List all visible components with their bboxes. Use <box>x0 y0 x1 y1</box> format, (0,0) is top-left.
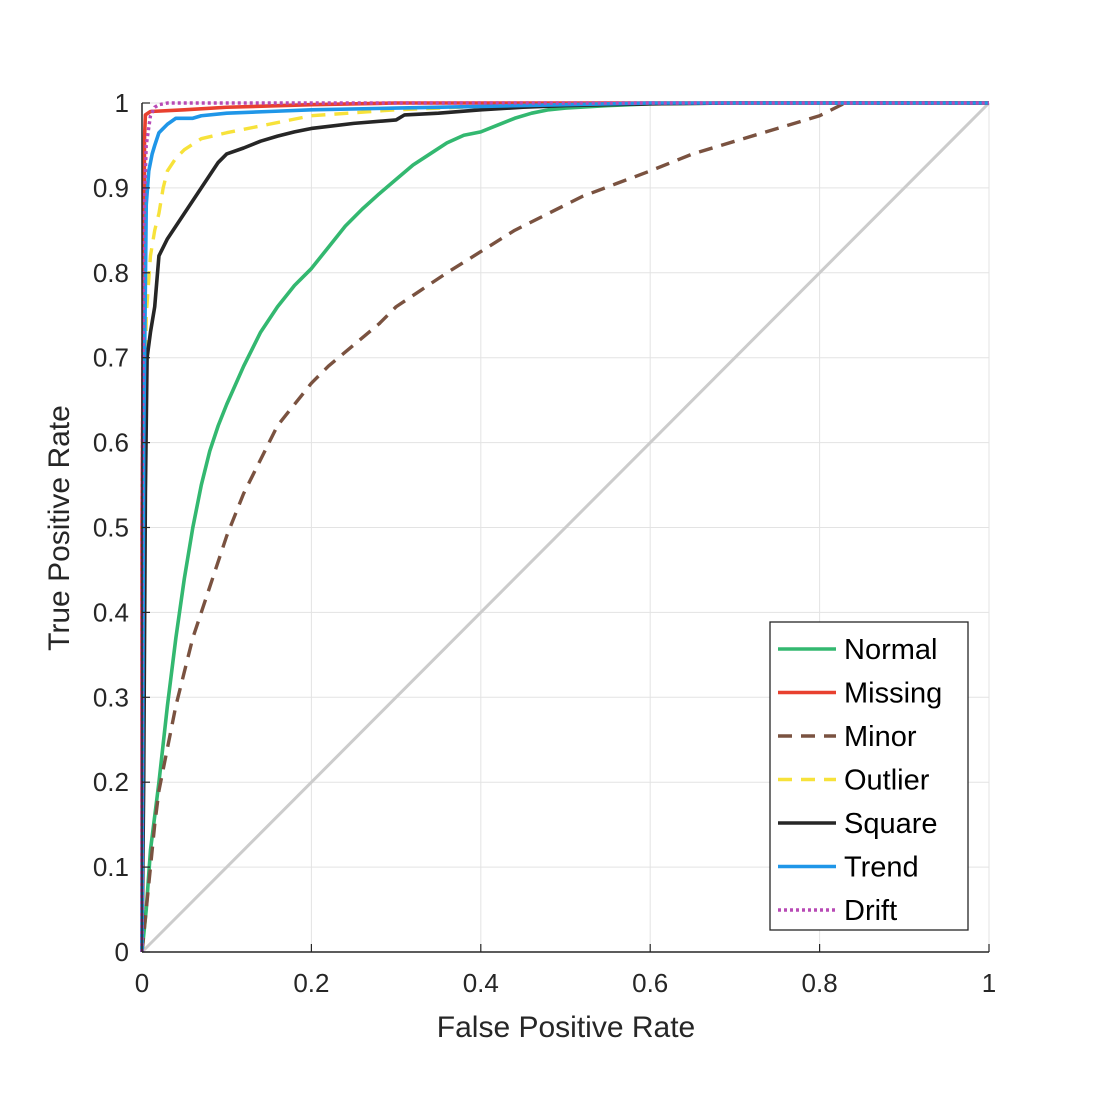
legend: Normal Missing Minor Outlier Square Trend Drif… <box>769 621 969 931</box>
x-tick-label: 0 <box>135 968 149 998</box>
y-tick-label: 0.1 <box>93 852 129 882</box>
x-axis-title: False Positive Rate <box>437 1011 695 1044</box>
x-tick-label: 0.8 <box>802 968 838 998</box>
series-line-square <box>140 101 989 953</box>
series-line-minor <box>140 101 989 953</box>
legend-label-minor: Minor <box>844 721 917 753</box>
series-line-normal <box>140 101 989 953</box>
series-line-trend <box>140 101 989 953</box>
tick-labels: 0 0.2 0.4 0.6 0.8 1 0 0.1 0.2 0.3 0.4 0.5 0.6 0.7 0.8 0… <box>93 88 996 998</box>
y-tick-label: 0 <box>115 937 129 967</box>
legend-box <box>769 621 969 931</box>
y-tick-label: 0.8 <box>93 258 129 288</box>
legend-label-drift: Drift <box>844 895 897 927</box>
reference-diagonal-line <box>140 101 991 954</box>
y-tick-label: 0.9 <box>93 173 129 203</box>
y-tick-label: 0.3 <box>93 682 129 712</box>
y-tick-label: 0.5 <box>93 513 129 543</box>
legend-label-missing: Missing <box>844 678 942 710</box>
x-tick-label: 0.2 <box>293 968 329 998</box>
y-axis-title: True Positive Rate <box>43 405 76 651</box>
x-tick-label: 0.4 <box>463 968 499 998</box>
y-tick-label: 1 <box>115 88 129 118</box>
y-tick-label: 0.6 <box>93 428 129 458</box>
legend-label-trend: Trend <box>844 852 919 884</box>
legend-label-outlier: Outlier <box>844 765 930 797</box>
x-tick-label: 0.6 <box>632 968 668 998</box>
reference-line-layer <box>140 101 991 954</box>
y-tick-label: 0.2 <box>93 767 129 797</box>
x-tick-label: 1 <box>982 968 996 998</box>
y-tick-label: 0.7 <box>93 343 129 373</box>
legend-label-square: Square <box>844 808 938 840</box>
y-tick-label: 0.4 <box>93 597 129 627</box>
legend-label-normal: Normal <box>844 634 937 666</box>
